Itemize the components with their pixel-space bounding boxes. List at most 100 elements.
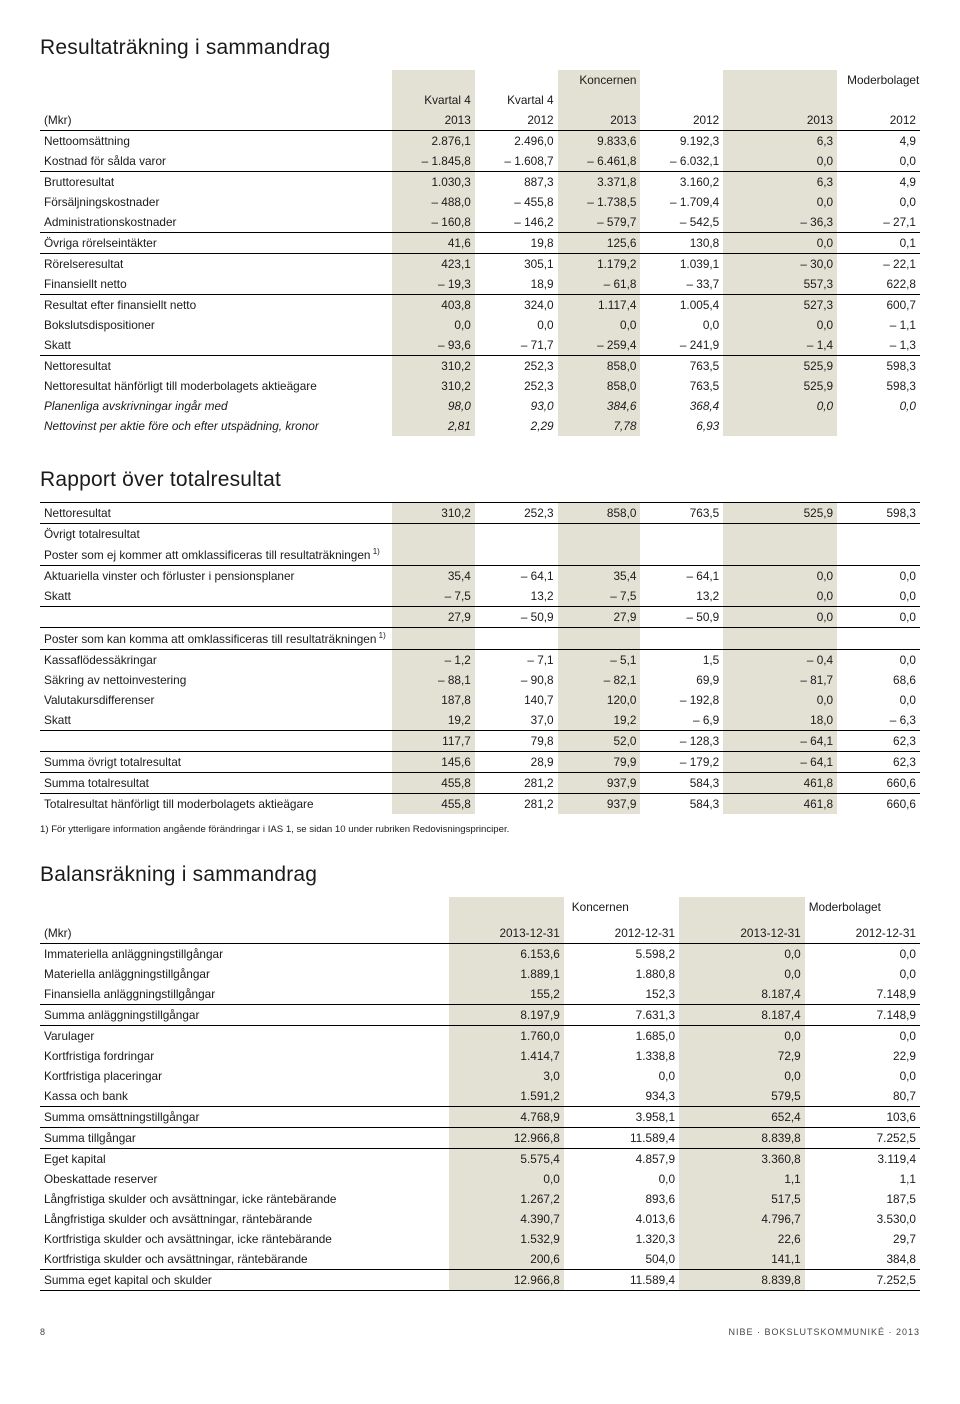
cell: 281,2: [475, 793, 558, 814]
col-h-5: 2012: [837, 110, 920, 131]
row-label: Skatt: [40, 335, 392, 356]
row-label: Materiella anläggningstillgångar: [40, 964, 449, 984]
cell: 252,3: [475, 376, 558, 396]
cell: 600,7: [837, 295, 920, 316]
cell: 598,3: [837, 503, 920, 524]
cell: 200,6: [449, 1249, 564, 1270]
cell: [392, 544, 475, 565]
cell: 1.030,3: [392, 172, 475, 193]
cell: – 36,3: [723, 212, 837, 233]
cell: – 7,1: [475, 649, 558, 670]
cell: 461,8: [723, 793, 837, 814]
cell: – 259,4: [558, 335, 641, 356]
cell: – 1.608,7: [475, 151, 558, 172]
cell: 4,9: [837, 172, 920, 193]
cell: 937,9: [558, 772, 641, 793]
cell: [475, 544, 558, 565]
cell: 0,0: [564, 1066, 679, 1086]
row-label: Nettovinst per aktie före och efter utsp…: [40, 416, 392, 436]
cell: 5.598,2: [564, 943, 679, 964]
cell: 403,8: [392, 295, 475, 316]
cell: – 6.032,1: [640, 151, 723, 172]
cell: 4.768,9: [449, 1106, 564, 1127]
section3-title: Balansräkning i sammandrag: [40, 863, 920, 887]
cell: 584,3: [640, 793, 723, 814]
cell: 0,0: [805, 1066, 920, 1086]
cell: 6,3: [723, 131, 837, 152]
cell: – 1.738,5: [558, 192, 641, 212]
balance-table: Koncernen Moderbolaget (Mkr) 2013-12-31 …: [40, 897, 920, 1291]
cell: 18,0: [723, 710, 837, 731]
cell: – 61,8: [558, 274, 641, 295]
cell: 660,6: [837, 772, 920, 793]
cell: 4,9: [837, 131, 920, 152]
cell: 455,8: [392, 772, 475, 793]
col-h-2: 2013: [558, 110, 641, 131]
cell: – 64,1: [475, 565, 558, 586]
cell: 0,0: [723, 586, 837, 607]
cell: 461,8: [723, 772, 837, 793]
row-label: Nettoresultat: [40, 503, 392, 524]
cell: 557,3: [723, 274, 837, 295]
cell: 8.839,8: [679, 1269, 805, 1290]
cell: 893,6: [564, 1189, 679, 1209]
cell: 3.371,8: [558, 172, 641, 193]
cell: 584,3: [640, 772, 723, 793]
cell: [837, 544, 920, 565]
cell: 0,0: [679, 1066, 805, 1086]
cell: 0,0: [837, 396, 920, 416]
cell: [837, 524, 920, 545]
row-label: Kostnad för sålda varor: [40, 151, 392, 172]
cell: [640, 544, 723, 565]
cell: – 33,7: [640, 274, 723, 295]
cell: 8.187,4: [679, 1004, 805, 1025]
cell: – 455,8: [475, 192, 558, 212]
cell: – 50,9: [640, 606, 723, 627]
cell: 598,3: [837, 376, 920, 396]
cell: – 542,5: [640, 212, 723, 233]
bal-col-2: 2013-12-31: [679, 923, 805, 944]
cell: 12.966,8: [449, 1127, 564, 1148]
cell: 5.575,4: [449, 1148, 564, 1169]
row-label: Nettoomsättning: [40, 131, 392, 152]
cell: 187,5: [805, 1189, 920, 1209]
cell: [392, 627, 475, 649]
row-label: Finansiellt netto: [40, 274, 392, 295]
cell: 937,9: [558, 793, 641, 814]
cell: [723, 524, 837, 545]
cell: 0,0: [679, 943, 805, 964]
row-label: Obeskattade reserver: [40, 1169, 449, 1189]
cell: 19,2: [392, 710, 475, 731]
cell: – 1.845,8: [392, 151, 475, 172]
cell: – 160,8: [392, 212, 475, 233]
cell: 8.839,8: [679, 1127, 805, 1148]
cell: 1.760,0: [449, 1025, 564, 1046]
cell: [640, 524, 723, 545]
cell: [392, 524, 475, 545]
cell: 4.390,7: [449, 1209, 564, 1229]
cell: – 81,7: [723, 670, 837, 690]
bal-unit: (Mkr): [40, 923, 449, 944]
cell: 28,9: [475, 751, 558, 772]
cell: 1.880,8: [564, 964, 679, 984]
cell: 11.589,4: [564, 1127, 679, 1148]
cell: 140,7: [475, 690, 558, 710]
row-label: Administrationskostnader: [40, 212, 392, 233]
cell: – 64,1: [723, 730, 837, 751]
cell: 0,0: [723, 396, 837, 416]
cell: 52,0: [558, 730, 641, 751]
comprehensive-table: Nettoresultat310,2252,3858,0763,5525,959…: [40, 502, 920, 814]
cell: [558, 544, 641, 565]
income-table: Koncernen Moderbolaget Kvartal 4 Kvartal…: [40, 70, 920, 436]
group-header-moderbolaget: Moderbolaget: [837, 70, 920, 90]
row-label: Kassaflödessäkringar: [40, 649, 392, 670]
cell: 3.958,1: [564, 1106, 679, 1127]
cell: 455,8: [392, 793, 475, 814]
row-label: Varulager: [40, 1025, 449, 1046]
cell: 0,0: [837, 565, 920, 586]
cell: 252,3: [475, 503, 558, 524]
row-label: Skatt: [40, 710, 392, 731]
cell: 622,8: [837, 274, 920, 295]
cell: 130,8: [640, 233, 723, 254]
cell: 93,0: [475, 396, 558, 416]
